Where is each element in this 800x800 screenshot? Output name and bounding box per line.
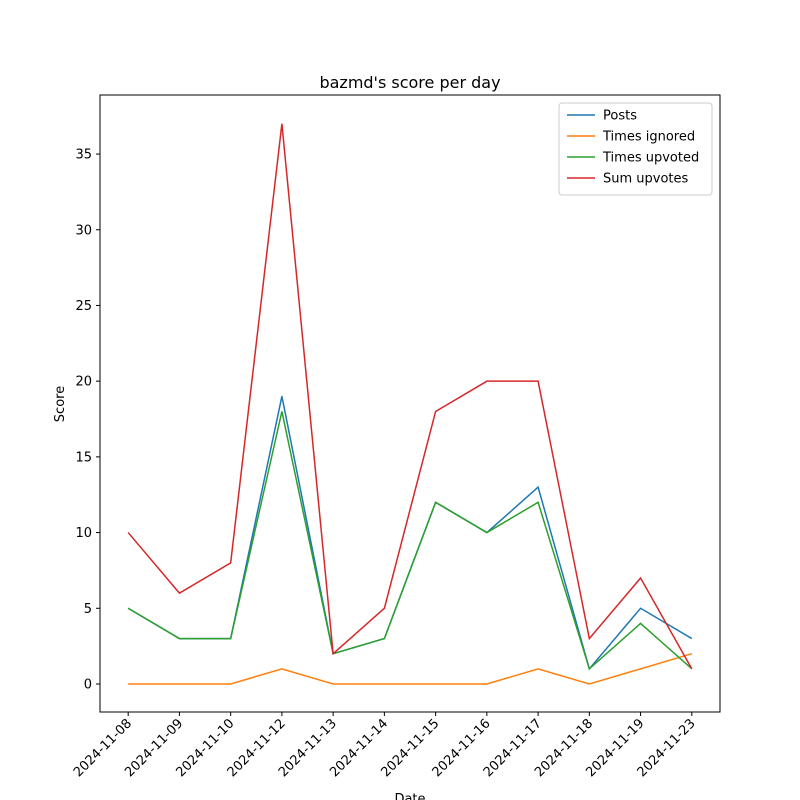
y-tick-label: 0	[84, 677, 92, 692]
legend-label: Sum upvotes	[603, 172, 689, 187]
y-tick-label: 30	[75, 223, 92, 238]
y-tick-label: 10	[75, 526, 92, 541]
series-line	[127, 396, 693, 671]
chart-title: bazmd's score per day	[319, 73, 500, 92]
y-axis-label: Score	[53, 386, 68, 422]
legend-label: Times ignored	[602, 130, 695, 145]
legend-label: Times upvoted	[602, 151, 699, 166]
legend-label: Posts	[603, 109, 637, 124]
y-tick-label: 5	[84, 602, 92, 617]
series-line	[127, 123, 693, 670]
series-line	[128, 652, 693, 685]
y-tick-label: 15	[75, 450, 92, 465]
y-tick-label: 25	[75, 299, 92, 314]
y-tick-label: 20	[75, 375, 92, 390]
x-axis-label: Date	[394, 792, 425, 800]
legend-box	[558, 102, 713, 196]
plot-area	[99, 94, 721, 713]
y-tick-label: 35	[75, 148, 92, 163]
series-line	[127, 411, 693, 671]
